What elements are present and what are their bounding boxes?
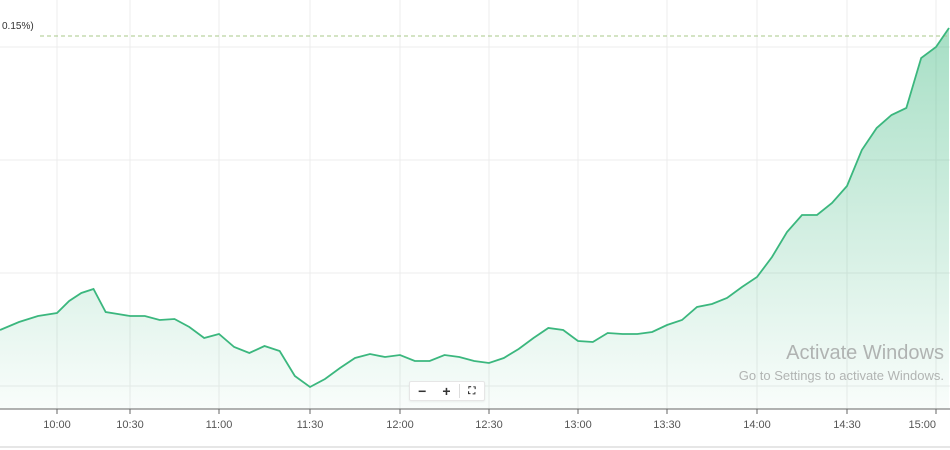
divider [458, 384, 460, 398]
x-tick-label: 11:00 [206, 419, 233, 431]
zoom-controls: − + ⛶ [409, 381, 485, 401]
windows-watermark-sub: Go to Settings to activate Windows. [738, 368, 944, 383]
x-tick-label: 11:30 [297, 419, 324, 431]
x-tick-label: 14:00 [743, 419, 771, 431]
x-tick-label: 14:30 [833, 419, 861, 431]
x-tick-label: 10:30 [116, 419, 144, 431]
zoom-in-button[interactable]: + [442, 383, 451, 399]
fullscreen-icon[interactable]: ⛶ [468, 385, 476, 397]
x-tick-label: 13:00 [564, 419, 592, 431]
windows-watermark: Activate Windows [786, 342, 944, 364]
series-area [0, 28, 949, 409]
x-tick-label: 10:00 [43, 419, 71, 431]
x-tick-label: 12:30 [475, 419, 503, 431]
reference-line-label: 0.15%) [0, 20, 36, 33]
x-tick-label: 13:30 [653, 419, 681, 431]
x-tick-label: 15:00 [908, 419, 936, 431]
x-tick-label: 12:00 [386, 419, 414, 431]
zoom-out-button[interactable]: − [418, 383, 427, 399]
